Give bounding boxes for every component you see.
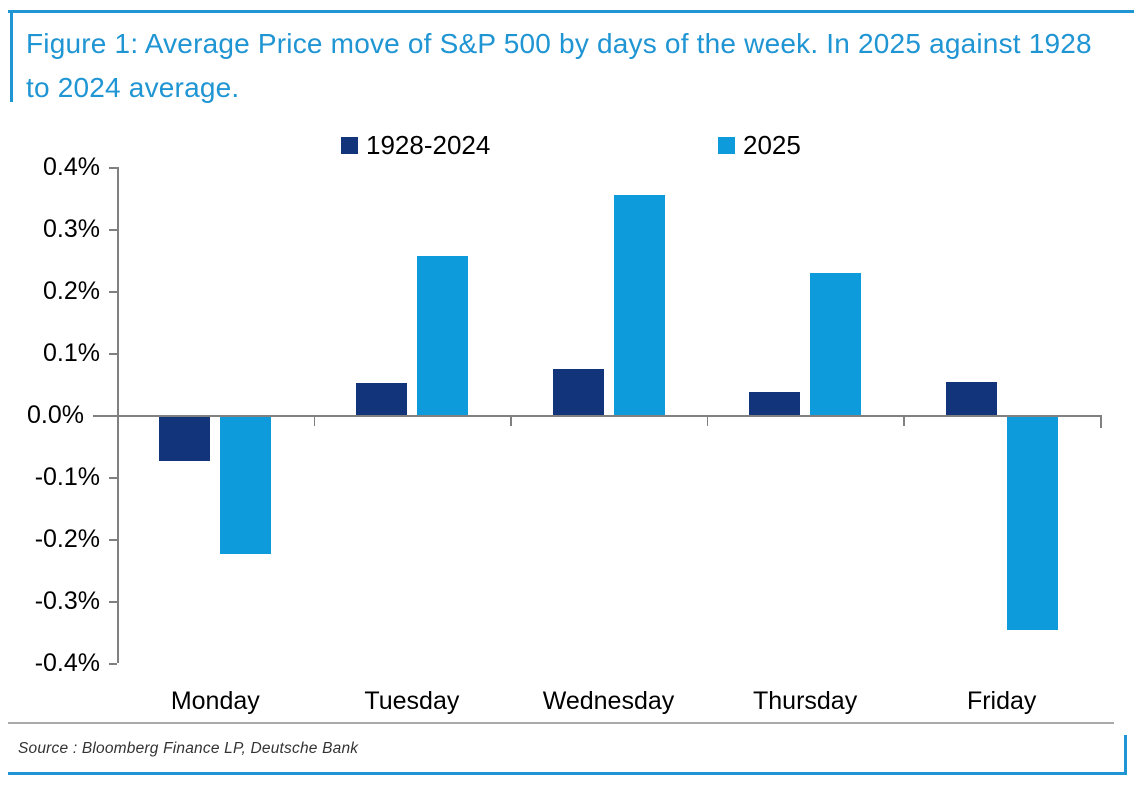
bar-thursday-2025 [810,273,862,415]
y-tick-label: 0.4% [43,153,100,181]
bar-thursday-1928-2024 [749,392,801,415]
figure-border-right-stub [1124,735,1127,775]
bar-wednesday-2025 [613,194,665,415]
y-tick [109,601,117,603]
x-category-tick [1100,415,1102,428]
x-axis-label-monday: Monday [170,687,260,715]
y-tick [109,477,117,479]
y-tick [109,353,117,355]
bar-monday-1928-2024 [159,416,211,462]
y-tick-label: -0.1% [34,463,100,491]
legend-label-2025: 2025 [743,129,801,160]
y-tick [109,291,117,293]
bar-friday-2025 [1006,416,1058,630]
y-tick-label: -0.2% [34,525,100,553]
y-tick [109,663,117,665]
bar-tuesday-2025 [416,255,468,415]
figure-border-bottom [8,772,1127,775]
x-axis-label-wednesday: Wednesday [542,687,675,715]
figure-title: Figure 1: Average Price move of S&P 500 … [26,28,1092,103]
y-tick-label: 0.3% [43,215,100,243]
figure-border-top [8,10,1134,13]
bar-friday-1928-2024 [945,382,997,415]
x-category-tick [510,415,512,426]
x-axis-label-tuesday: Tuesday [364,687,460,715]
y-tick-label: -0.4% [34,649,100,677]
x-category-tick [313,415,316,426]
legend-swatch-1928-2024 [341,136,358,154]
y-tick [93,415,117,417]
x-category-tick [706,415,709,426]
x-axis-label-friday: Friday [966,687,1037,715]
bar-monday-2025 [220,416,272,555]
legend-label-1928-2024: 1928-2024 [366,129,491,160]
y-tick-label: -0.3% [34,587,100,615]
x-category-tick [903,415,905,426]
figure-title-left-border [10,10,13,102]
source-text: Source : Bloomberg Finance LP, Deutsche … [18,740,359,757]
y-tick [109,539,117,541]
x-axis-label-thursday: Thursday [752,687,858,715]
y-tick-label: 0.2% [43,277,100,305]
bar-tuesday-1928-2024 [355,383,407,415]
zero-line [117,415,1100,417]
y-tick-label: 0.0% [27,401,84,429]
y-tick [109,229,117,231]
y-tick-label: 0.1% [43,339,100,367]
source-divider-line [8,722,1114,724]
bar-wednesday-1928-2024 [552,369,604,415]
legend-item-1928-2024: 1928-2024 [341,129,491,160]
legend-swatch-2025 [718,136,735,154]
y-tick [109,167,117,169]
legend-item-2025: 2025 [718,129,801,160]
